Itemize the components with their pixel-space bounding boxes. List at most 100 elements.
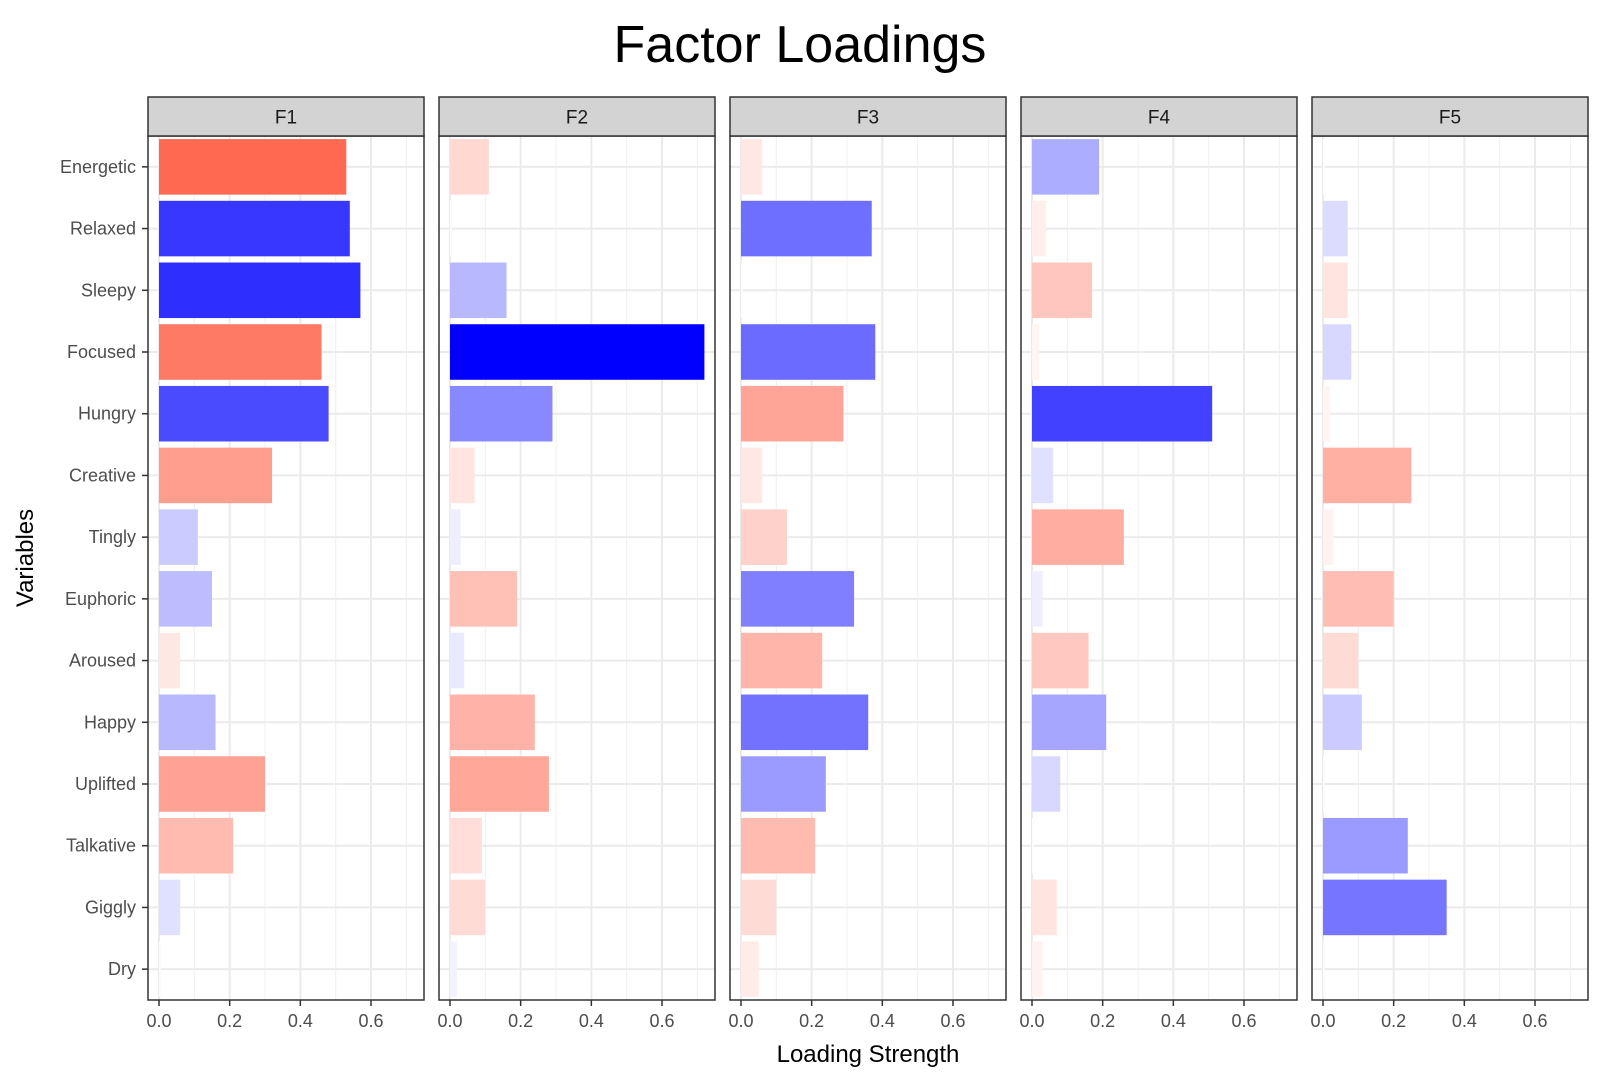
- bar-f3-giggly: [741, 879, 777, 936]
- facet-strip-label: F5: [1439, 108, 1461, 129]
- facet-strip-label: F1: [275, 108, 297, 129]
- bar-f4-euphoric: [1032, 571, 1043, 627]
- facet-strip-label: F3: [857, 108, 879, 129]
- x-tick-label: 0.6: [1231, 1011, 1256, 1031]
- bar-f5-happy: [1323, 694, 1362, 751]
- bar-f4-dry: [1032, 941, 1043, 997]
- x-tick-label: 0.2: [1381, 1011, 1406, 1031]
- y-tick-label: Hungry: [78, 404, 136, 424]
- facet-strip: [729, 96, 1007, 137]
- y-tick-label: Energetic: [60, 157, 136, 177]
- x-tick-label: 0.4: [579, 1011, 604, 1031]
- x-tick-label: 0.6: [940, 1011, 965, 1031]
- x-tick-label: 0.4: [1161, 1011, 1186, 1031]
- y-tick-label: Dry: [108, 959, 136, 979]
- bar-f1-talkative: [159, 817, 234, 874]
- bar-f5-sleepy: [1323, 262, 1348, 319]
- bar-f4-sleepy: [1032, 262, 1093, 319]
- facet-panel-f1: F1 0.0 0.2 0.4 0.6 Energetic Relaxed Sleepy Focu…: [60, 96, 425, 1031]
- bar-f2-hungry: [450, 385, 553, 442]
- bar-f2-euphoric: [450, 571, 518, 627]
- y-tick-label: Giggly: [85, 897, 136, 917]
- bar-f3-talkative: [741, 817, 816, 874]
- bar-f3-uplifted: [741, 756, 826, 812]
- bar-f2-focused: [450, 324, 705, 380]
- bar-f1-hungry: [159, 385, 329, 442]
- x-tick-label: 0.2: [799, 1011, 824, 1031]
- y-tick-label: Relaxed: [70, 219, 136, 239]
- bar-f2-aroused: [450, 632, 465, 689]
- facet-panel-f2: F2 0.0 0.2 0.4 0.6: [437, 96, 716, 1031]
- bar-f5-focused: [1323, 324, 1352, 380]
- facet-strip-label: F4: [1148, 108, 1171, 129]
- y-tick-label: Euphoric: [65, 589, 136, 609]
- chart-title: Factor Loadings: [614, 16, 987, 74]
- facet-strip: [1020, 96, 1298, 137]
- bar-f2-sleepy: [450, 262, 507, 319]
- facet-strip: [147, 96, 425, 137]
- bar-f5-giggly: [1323, 879, 1447, 936]
- bar-f3-aroused: [741, 632, 823, 689]
- bar-f5-hungry: [1323, 385, 1331, 442]
- bar-f1-sleepy: [159, 262, 361, 319]
- bar-f1-aroused: [159, 632, 181, 689]
- y-tick-label: Happy: [84, 712, 136, 732]
- bar-f1-uplifted: [159, 756, 265, 812]
- bar-f1-energetic: [159, 139, 347, 195]
- bar-f1-tingly: [159, 509, 198, 565]
- bar-f5-talkative: [1323, 817, 1408, 874]
- bar-f5-uplifted: [1323, 756, 1325, 812]
- x-tick-label: 0.0: [1019, 1011, 1044, 1031]
- bar-f1-giggly: [159, 879, 181, 936]
- bar-f4-uplifted: [1032, 756, 1061, 812]
- y-tick-label: Sleepy: [81, 280, 136, 300]
- bar-f4-creative: [1032, 447, 1054, 504]
- x-tick-label: 0.4: [870, 1011, 895, 1031]
- bar-f5-euphoric: [1323, 571, 1394, 627]
- x-tick-label: 0.6: [649, 1011, 674, 1031]
- bar-f2-giggly: [450, 879, 486, 936]
- bar-f3-relaxed: [741, 200, 872, 257]
- bar-f3-sleepy: [741, 262, 743, 319]
- bar-f2-uplifted: [450, 756, 549, 812]
- bar-f3-creative: [741, 447, 763, 504]
- bar-f3-focused: [741, 324, 876, 380]
- bar-f4-aroused: [1032, 632, 1089, 689]
- bar-f3-tingly: [741, 509, 787, 565]
- facet-panel-f4: F4 0.0 0.2 0.4 0.6: [1019, 96, 1298, 1031]
- bar-f2-happy: [450, 694, 535, 751]
- x-tick-label: 0.6: [1522, 1011, 1547, 1031]
- bar-f3-energetic: [741, 139, 763, 195]
- facet-panel-f3: F3 0.0 0.2 0.4 0.6: [728, 96, 1007, 1031]
- bar-f5-energetic: [1323, 139, 1325, 195]
- bar-f2-creative: [450, 447, 475, 504]
- bar-f5-aroused: [1323, 632, 1359, 689]
- facet-panels: F1 0.0 0.2 0.4 0.6 Energetic Relaxed Sleepy Focu…: [60, 96, 1589, 1031]
- bar-f2-tingly: [450, 509, 461, 565]
- bar-f4-hungry: [1032, 385, 1213, 442]
- y-tick-label: Aroused: [69, 651, 136, 671]
- y-tick-label: Focused: [67, 342, 136, 362]
- facet-strip: [1311, 96, 1589, 137]
- facet-strip: [438, 96, 716, 137]
- bar-f5-dry: [1323, 941, 1325, 997]
- x-tick-label: 0.2: [217, 1011, 242, 1031]
- x-tick-label: 0.0: [146, 1011, 171, 1031]
- x-tick-label: 0.0: [728, 1011, 753, 1031]
- x-tick-label: 0.0: [437, 1011, 462, 1031]
- bar-f4-talkative: [1032, 817, 1034, 874]
- bar-f4-relaxed: [1032, 200, 1047, 257]
- y-axis-title: Variables: [12, 509, 39, 607]
- x-tick-label: 0.4: [1452, 1011, 1477, 1031]
- bar-f1-creative: [159, 447, 273, 504]
- facet-panel-f5: F5 0.0 0.2 0.4 0.6: [1310, 96, 1589, 1031]
- bar-f1-relaxed: [159, 200, 350, 257]
- bar-f4-giggly: [1032, 879, 1057, 936]
- y-tick-label: Uplifted: [75, 774, 136, 794]
- bar-f2-talkative: [450, 817, 482, 874]
- bar-f2-energetic: [450, 139, 489, 195]
- y-tick-label: Talkative: [66, 836, 136, 856]
- bar-f3-happy: [741, 694, 869, 751]
- bar-f2-dry: [450, 941, 458, 997]
